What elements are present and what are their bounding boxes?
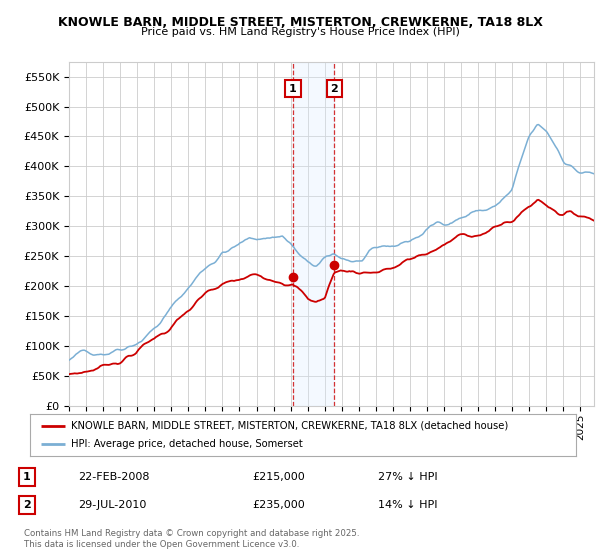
Text: 1: 1: [23, 472, 31, 482]
Text: KNOWLE BARN, MIDDLE STREET, MISTERTON, CREWKERNE, TA18 8LX: KNOWLE BARN, MIDDLE STREET, MISTERTON, C…: [58, 16, 542, 29]
Text: Price paid vs. HM Land Registry's House Price Index (HPI): Price paid vs. HM Land Registry's House …: [140, 27, 460, 37]
Text: 22-FEB-2008: 22-FEB-2008: [78, 472, 149, 482]
Text: 27% ↓ HPI: 27% ↓ HPI: [378, 472, 437, 482]
Text: 1: 1: [289, 83, 296, 94]
Text: £215,000: £215,000: [252, 472, 305, 482]
Text: 2: 2: [23, 500, 31, 510]
Text: Contains HM Land Registry data © Crown copyright and database right 2025.
This d: Contains HM Land Registry data © Crown c…: [24, 529, 359, 549]
Text: 14% ↓ HPI: 14% ↓ HPI: [378, 500, 437, 510]
Text: HPI: Average price, detached house, Somerset: HPI: Average price, detached house, Some…: [71, 440, 303, 450]
Text: KNOWLE BARN, MIDDLE STREET, MISTERTON, CREWKERNE, TA18 8LX (detached house): KNOWLE BARN, MIDDLE STREET, MISTERTON, C…: [71, 421, 508, 431]
Text: 29-JUL-2010: 29-JUL-2010: [78, 500, 146, 510]
Text: 2: 2: [331, 83, 338, 94]
Text: £235,000: £235,000: [252, 500, 305, 510]
Bar: [293, 62, 334, 406]
